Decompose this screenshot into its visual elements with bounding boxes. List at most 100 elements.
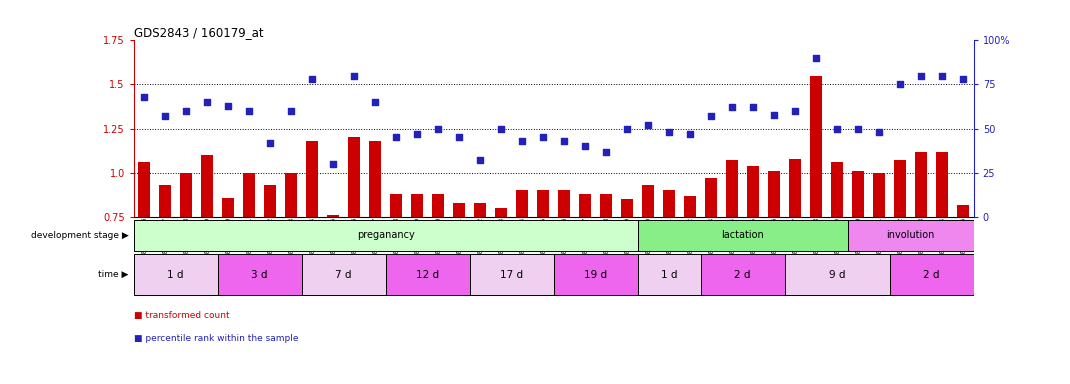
Text: GSM202698: GSM202698 [813,217,820,257]
Text: GSM202694: GSM202694 [730,217,735,257]
Text: GSM202678: GSM202678 [394,217,399,257]
Bar [727,161,738,217]
Text: involution: involution [887,230,935,240]
Text: GSM202685: GSM202685 [540,217,546,257]
Bar [201,155,213,217]
Text: 1 d: 1 d [168,270,184,280]
Bar [138,162,150,217]
Point [367,99,384,105]
Bar [748,166,759,217]
Bar [517,190,528,217]
Text: GSM202701: GSM202701 [876,217,882,257]
Bar [847,220,974,251]
Text: GSM202686: GSM202686 [562,217,567,257]
Text: GDS2843 / 160179_at: GDS2843 / 160179_at [134,26,263,39]
Text: preganancy: preganancy [357,230,414,240]
Bar [495,208,507,217]
Point [241,108,258,114]
Point [598,149,615,155]
Point [262,140,279,146]
Point [745,104,762,111]
Text: GSM202670: GSM202670 [226,217,231,257]
Text: 12 d: 12 d [416,270,440,280]
Text: GSM202668: GSM202668 [183,217,189,257]
Point [828,126,845,132]
Text: GSM202666: GSM202666 [141,217,148,257]
Point [346,73,363,79]
Bar [432,194,444,217]
Text: GSM202672: GSM202672 [268,217,273,257]
Bar [264,185,276,217]
Text: GSM202675: GSM202675 [331,217,336,257]
Text: GSM202699: GSM202699 [835,217,840,257]
Text: GSM202677: GSM202677 [372,217,378,257]
Text: GSM202681: GSM202681 [456,217,462,257]
Text: GSM202702: GSM202702 [898,217,903,257]
Bar [554,254,638,295]
Text: lactation: lactation [721,230,764,240]
Bar [470,254,554,295]
Bar [134,254,218,295]
Bar [958,205,969,217]
Text: GSM202705: GSM202705 [960,217,966,257]
Point [514,138,531,144]
Point [282,108,300,114]
Bar [895,161,906,217]
Bar [386,254,470,295]
Bar [685,196,696,217]
Point [304,76,321,82]
Bar [810,76,822,217]
Bar [790,159,801,217]
Point [808,55,825,61]
Bar [327,215,339,217]
Bar [349,137,360,217]
Text: GSM202688: GSM202688 [603,217,609,257]
Text: 1 d: 1 d [661,270,677,280]
Point [786,108,804,114]
Point [430,126,447,132]
Point [618,126,636,132]
Bar [223,197,234,217]
Point [766,111,783,118]
Point [954,76,972,82]
Text: GSM202667: GSM202667 [163,217,168,257]
Point [219,103,236,109]
Point [409,131,426,137]
Text: GSM202690: GSM202690 [645,217,652,257]
Bar [391,194,402,217]
Text: GSM202669: GSM202669 [204,217,210,257]
Bar [831,162,843,217]
Point [682,131,699,137]
Text: GSM202693: GSM202693 [708,217,714,257]
Text: 3 d: 3 d [251,270,268,280]
Text: GSM202703: GSM202703 [918,217,924,257]
Bar [784,254,890,295]
Text: GSM202684: GSM202684 [519,217,525,257]
Text: 2 d: 2 d [923,270,939,280]
Text: GSM202697: GSM202697 [792,217,798,257]
Point [472,157,489,164]
Text: 9 d: 9 d [829,270,845,280]
Bar [600,194,612,217]
Point [450,134,468,141]
Bar [638,254,701,295]
Text: GSM202696: GSM202696 [771,217,777,257]
Point [891,81,908,88]
Bar [306,141,318,217]
Bar [916,152,927,217]
Text: GSM202689: GSM202689 [624,217,630,257]
Text: GSM202700: GSM202700 [855,217,861,257]
Bar [244,173,255,217]
Bar [622,199,633,217]
Point [387,134,404,141]
Bar [705,178,717,217]
Bar [701,254,784,295]
Text: GSM202671: GSM202671 [246,217,253,257]
Point [934,73,951,79]
Point [850,126,867,132]
Text: GSM202679: GSM202679 [414,217,421,257]
Bar [936,152,948,217]
Bar [369,141,381,217]
Point [535,134,552,141]
Text: 19 d: 19 d [584,270,608,280]
